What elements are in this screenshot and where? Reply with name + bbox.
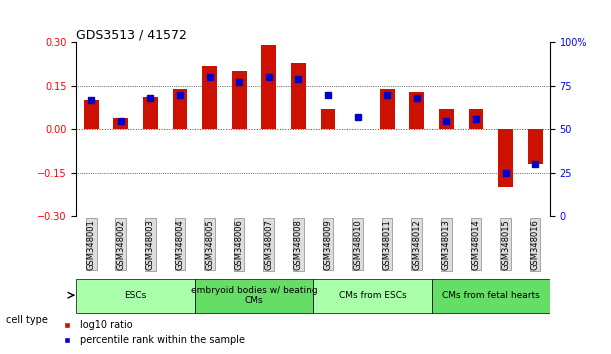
- Text: GDS3513 / 41572: GDS3513 / 41572: [76, 28, 187, 41]
- FancyBboxPatch shape: [313, 279, 431, 313]
- Bar: [498, 129, 513, 187]
- Text: GSM348016: GSM348016: [530, 219, 540, 270]
- Text: GSM348003: GSM348003: [146, 219, 155, 270]
- Bar: [321, 109, 335, 129]
- Text: CMs from fetal hearts: CMs from fetal hearts: [442, 291, 540, 300]
- Text: GSM348010: GSM348010: [353, 219, 362, 270]
- Text: GSM348014: GSM348014: [472, 219, 480, 270]
- Bar: [439, 109, 454, 129]
- FancyBboxPatch shape: [76, 279, 195, 313]
- Bar: [409, 92, 424, 129]
- Bar: [202, 65, 217, 129]
- Bar: [84, 100, 98, 129]
- FancyBboxPatch shape: [195, 279, 313, 313]
- Text: GSM348004: GSM348004: [175, 219, 185, 270]
- Text: GSM348005: GSM348005: [205, 219, 214, 270]
- Text: GSM348015: GSM348015: [501, 219, 510, 270]
- Text: GSM348001: GSM348001: [87, 219, 96, 270]
- Text: CMs from ESCs: CMs from ESCs: [338, 291, 406, 300]
- Text: ESCs: ESCs: [125, 291, 147, 300]
- Bar: [143, 97, 158, 129]
- Bar: [114, 118, 128, 129]
- Text: cell type: cell type: [6, 315, 48, 325]
- Bar: [172, 89, 188, 129]
- Bar: [528, 129, 543, 164]
- Text: GSM348012: GSM348012: [412, 219, 421, 270]
- Legend: log10 ratio, percentile rank within the sample: log10 ratio, percentile rank within the …: [54, 316, 249, 349]
- Text: GSM348011: GSM348011: [382, 219, 392, 270]
- Text: GSM348009: GSM348009: [323, 219, 332, 270]
- Text: GSM348002: GSM348002: [116, 219, 125, 270]
- Bar: [232, 72, 247, 129]
- Text: embryoid bodies w/ beating
CMs: embryoid bodies w/ beating CMs: [191, 286, 317, 305]
- Text: GSM348007: GSM348007: [264, 219, 273, 270]
- Text: GSM348008: GSM348008: [294, 219, 303, 270]
- Bar: [379, 89, 395, 129]
- Bar: [262, 45, 276, 129]
- Text: GSM348013: GSM348013: [442, 219, 451, 270]
- Bar: [291, 63, 306, 129]
- Text: GSM348006: GSM348006: [235, 219, 244, 270]
- Bar: [469, 109, 483, 129]
- FancyBboxPatch shape: [431, 279, 550, 313]
